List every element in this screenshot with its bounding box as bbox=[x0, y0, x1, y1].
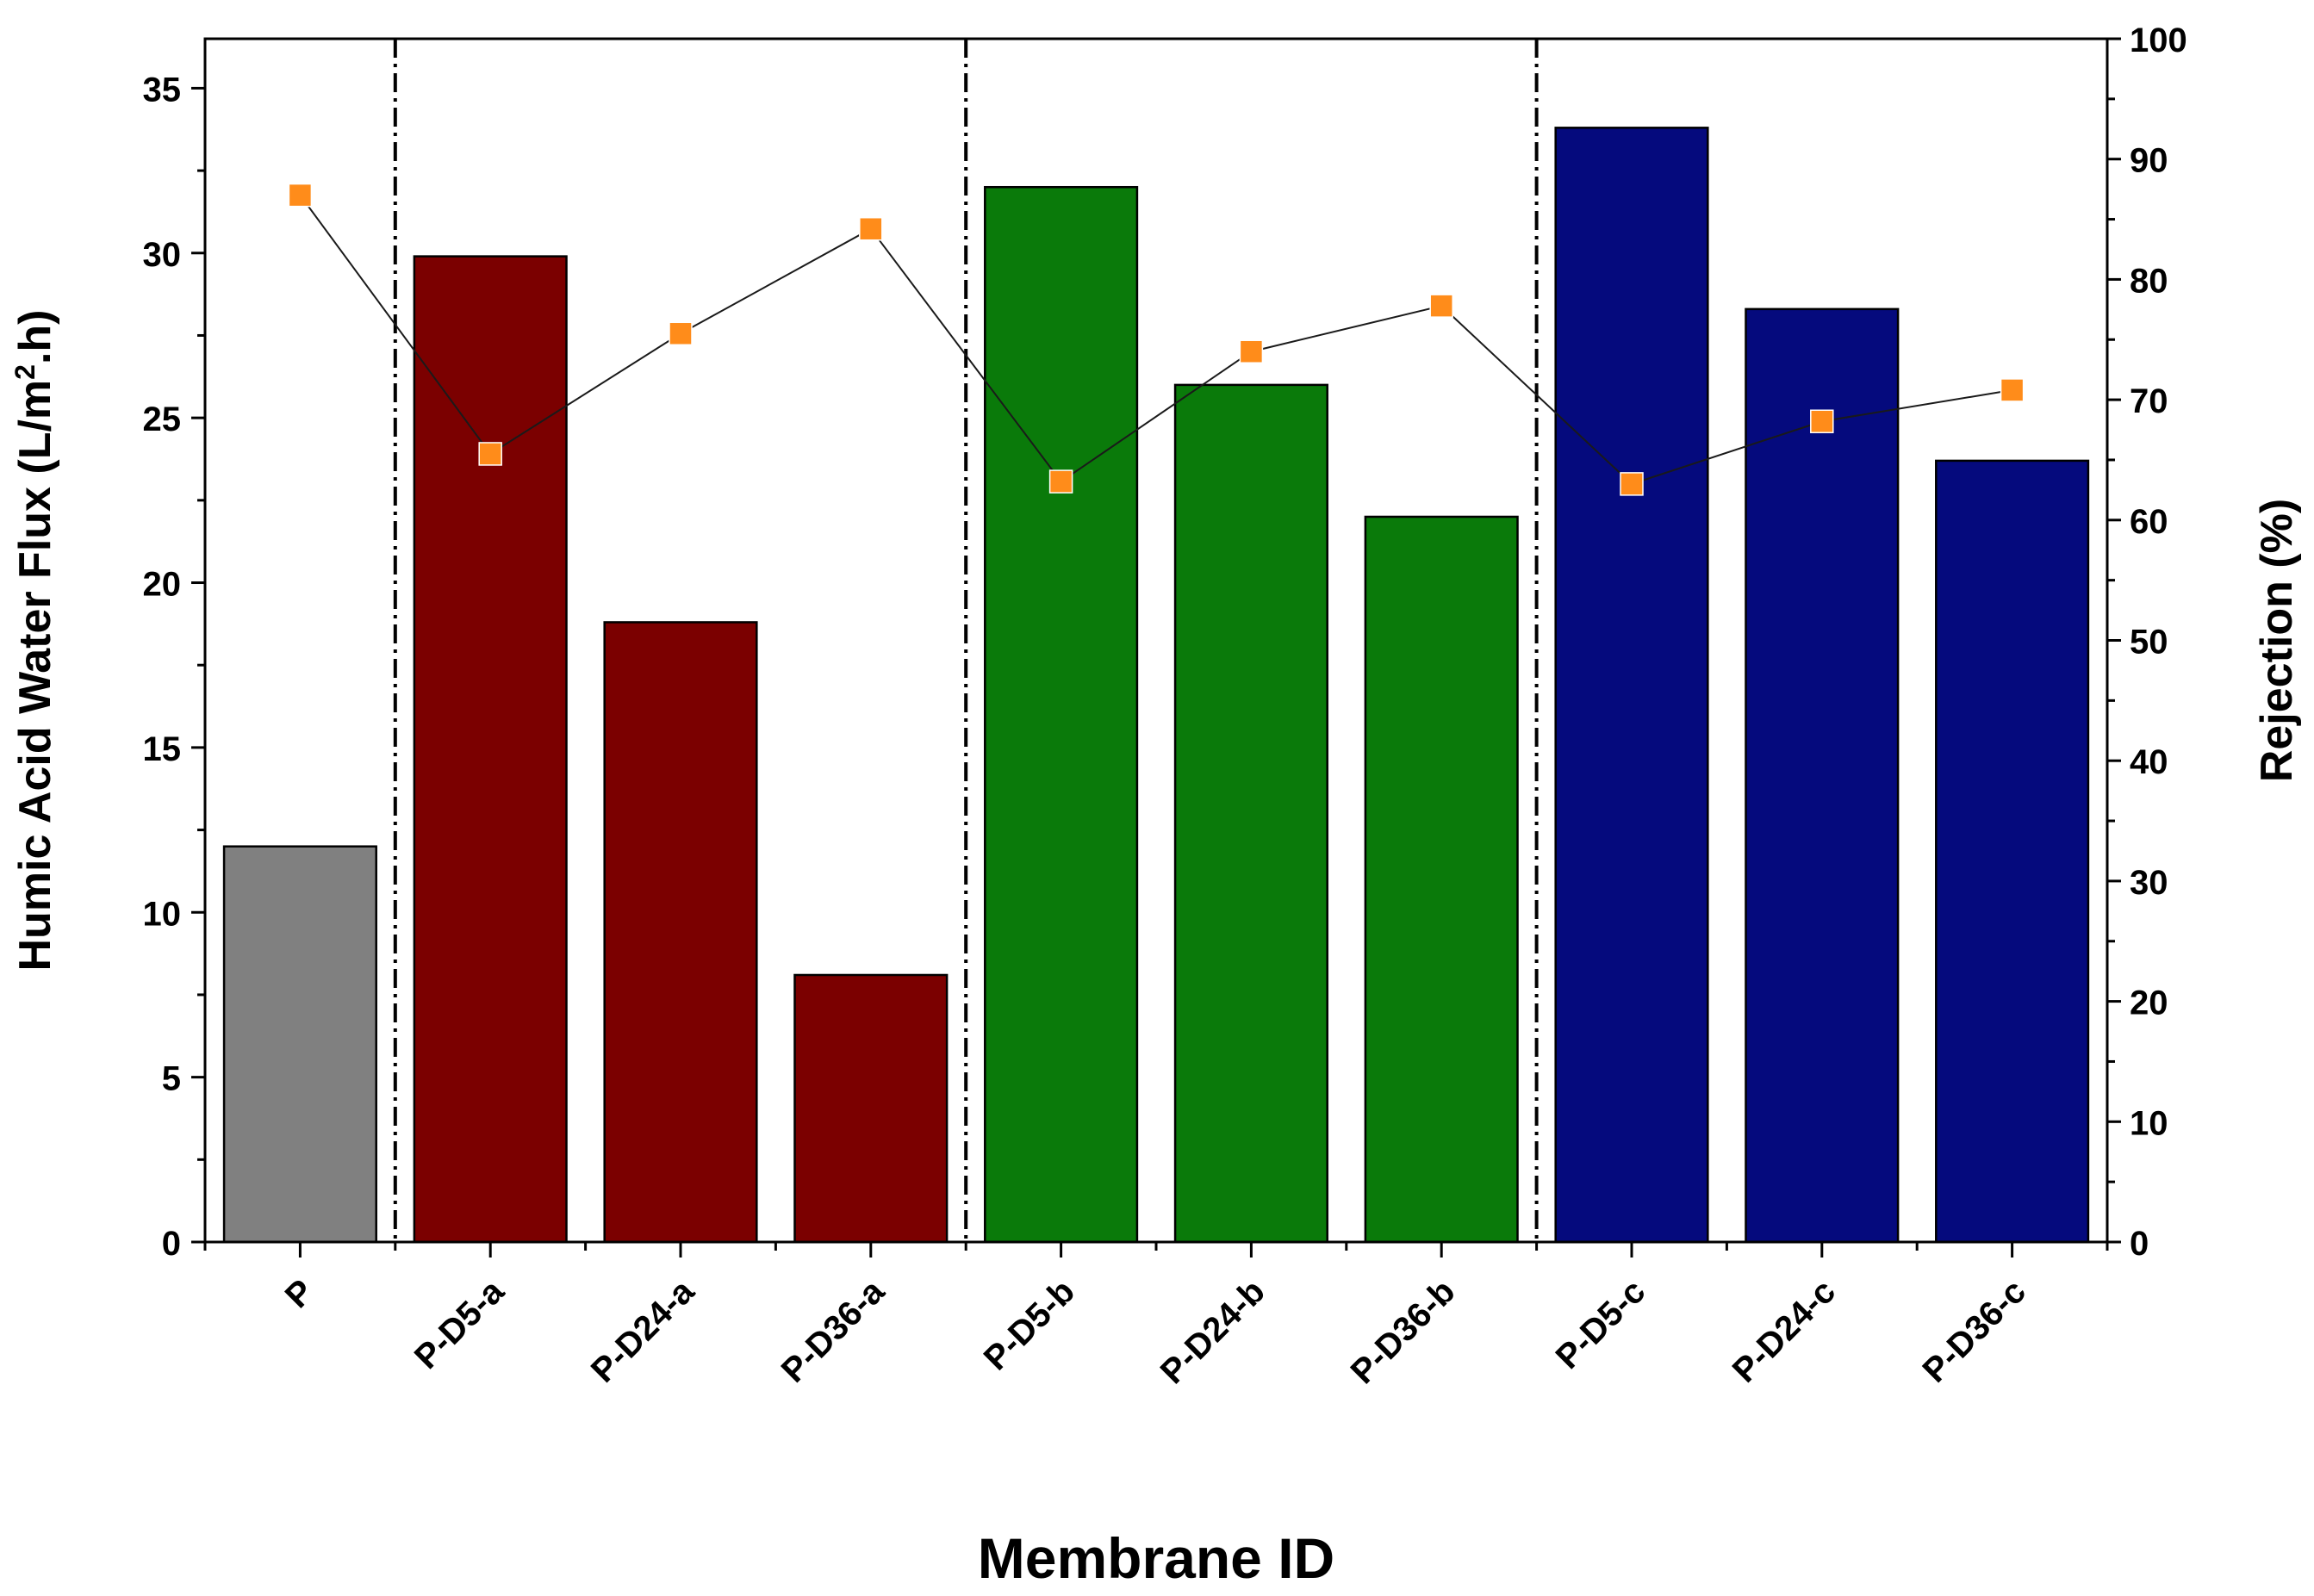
bar-P-D36-c bbox=[1935, 459, 2090, 1244]
left-tick-label: 25 bbox=[143, 401, 182, 438]
x-tick-label: P-D24-a bbox=[584, 1272, 702, 1390]
left-tick-label: 15 bbox=[143, 730, 182, 768]
right-tick-label: 100 bbox=[2130, 22, 2187, 59]
left-tick-label: 30 bbox=[143, 236, 182, 274]
x-tick-label: P-D24-c bbox=[1726, 1272, 1843, 1389]
x-tick-label: P-D36-c bbox=[1916, 1272, 2033, 1389]
rejection-line bbox=[299, 195, 2012, 486]
rejection-marker-P-D5-c bbox=[1620, 472, 1644, 496]
left-tick-label: 35 bbox=[143, 71, 182, 109]
left-tick-label: 5 bbox=[162, 1060, 181, 1098]
bar-P-D5-b bbox=[984, 185, 1139, 1244]
bar-P-D36-b bbox=[1364, 515, 1519, 1244]
left-tick-label: 20 bbox=[143, 566, 182, 604]
right-tick-label: 10 bbox=[2130, 1104, 2168, 1142]
right-axis-title: Rejection (%) bbox=[2252, 499, 2302, 782]
x-tick-label: P-D5-a bbox=[407, 1272, 512, 1376]
rejection-marker-P-D36-a bbox=[859, 216, 883, 241]
right-tick-label: 30 bbox=[2130, 864, 2168, 902]
bar-layer bbox=[222, 127, 2090, 1244]
rejection-marker-P-D5-a bbox=[478, 442, 502, 466]
rejection-marker-P-D36-c bbox=[2000, 378, 2025, 402]
left-y-axis: 0 5 10 15 20 25 30 35 bbox=[143, 71, 205, 1263]
right-tick-label: 20 bbox=[2130, 984, 2168, 1022]
x-tick-label: P-D5-c bbox=[1549, 1272, 1653, 1376]
rejection-marker-P-D24-c bbox=[1810, 409, 1834, 433]
bar-P-D24-a bbox=[603, 621, 758, 1244]
left-axis-title: Humic Acid Water Flux (L/m2.h) bbox=[9, 310, 60, 972]
bar-P-D36-a bbox=[793, 973, 949, 1244]
right-tick-label: 0 bbox=[2130, 1225, 2149, 1263]
bar-P-D5-c bbox=[1554, 127, 1709, 1244]
rejection-marker-P-D24-a bbox=[669, 321, 693, 346]
rejection-line-layer bbox=[299, 195, 2012, 486]
left-tick-label: 10 bbox=[143, 895, 182, 933]
group-divider-layer bbox=[393, 39, 1539, 1242]
right-tick-label: 40 bbox=[2130, 743, 2168, 781]
right-tick-label: 70 bbox=[2130, 382, 2168, 420]
rejection-marker-layer bbox=[288, 183, 2025, 496]
bar-P-D5-a bbox=[413, 255, 568, 1244]
rejection-marker-P-D36-b bbox=[1429, 294, 1453, 318]
x-axis: P P-D5-a P-D24-a P-D36-a P-D5-b P-D24-b P-D36-… bbox=[203, 1242, 2109, 1391]
left-tick-label: 0 bbox=[162, 1225, 181, 1263]
bar-P-D24-b bbox=[1173, 383, 1328, 1244]
rejection-marker-P bbox=[288, 183, 313, 208]
right-tick-label: 50 bbox=[2130, 624, 2168, 661]
bar-P bbox=[222, 845, 377, 1244]
right-tick-label: 60 bbox=[2130, 503, 2168, 541]
x-axis-title: Membrane ID bbox=[978, 1526, 1334, 1590]
x-tick-label: P-D36-a bbox=[774, 1272, 893, 1390]
x-tick-label: P-D24-b bbox=[1154, 1272, 1272, 1391]
x-tick-label: P-D36-b bbox=[1344, 1272, 1463, 1391]
right-y-axis: 0 10 20 30 40 50 60 70 80 90 100 bbox=[2107, 22, 2187, 1263]
right-tick-label: 90 bbox=[2130, 142, 2168, 180]
x-tick-label: P-D5-b bbox=[977, 1272, 1082, 1377]
rejection-marker-P-D5-b bbox=[1048, 469, 1073, 494]
right-tick-label: 80 bbox=[2130, 262, 2168, 300]
x-tick-label: P bbox=[278, 1272, 321, 1315]
rejection-marker-P-D24-b bbox=[1239, 339, 1264, 363]
bar-P-D24-c bbox=[1745, 307, 1900, 1244]
